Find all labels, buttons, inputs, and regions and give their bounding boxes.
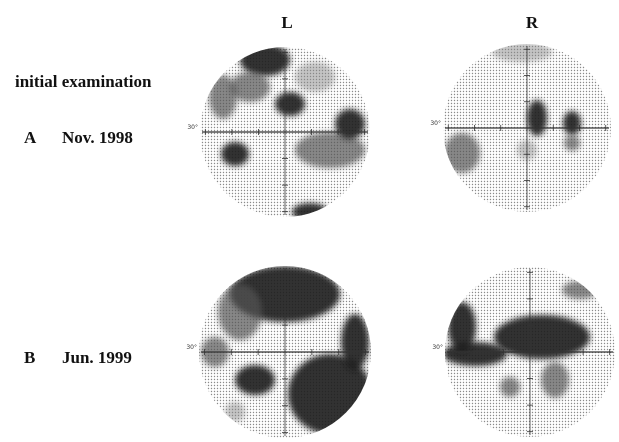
defect-region	[235, 365, 275, 395]
defect-region	[541, 362, 569, 398]
panels: 30° 30° 30° 30°	[186, 42, 615, 438]
defect-region	[564, 135, 580, 151]
row-date: Nov. 1998	[62, 128, 133, 147]
defect-region	[225, 402, 245, 422]
defect-region	[448, 302, 476, 352]
column-label: R	[526, 13, 539, 32]
defect-region	[341, 314, 369, 370]
defect-region	[275, 92, 305, 116]
defect-region	[444, 133, 480, 173]
row-letter: A	[24, 128, 37, 147]
visual-field-plot: 30°	[186, 266, 372, 438]
defect-region	[492, 42, 552, 62]
visual-field-plot: 30°	[430, 42, 611, 212]
defect-region	[443, 342, 507, 366]
defect-region	[218, 284, 262, 340]
defect-region	[240, 44, 290, 76]
defect-region	[562, 281, 598, 299]
defect-region	[335, 109, 365, 139]
row-note: initial examination	[15, 72, 152, 91]
defect-region	[527, 100, 547, 136]
axis-label: 30°	[432, 344, 443, 351]
axis-label: 30°	[187, 124, 198, 131]
axis-label: 30°	[430, 120, 441, 127]
defect-region	[221, 142, 249, 166]
defect-region	[563, 111, 581, 135]
row-date: Jun. 1999	[62, 348, 132, 367]
defect-region	[209, 75, 237, 119]
defect-region	[295, 62, 335, 92]
column-label: L	[281, 13, 292, 32]
figure: L R initial examination A Nov. 1998 B Ju…	[0, 0, 619, 442]
row-letter: B	[24, 348, 35, 367]
defect-region	[500, 377, 520, 397]
axis-label: 30°	[186, 344, 197, 351]
visual-field-plot: 30°	[187, 44, 370, 221]
defect-region	[292, 203, 328, 221]
visual-field-plot: 30°	[432, 267, 615, 437]
